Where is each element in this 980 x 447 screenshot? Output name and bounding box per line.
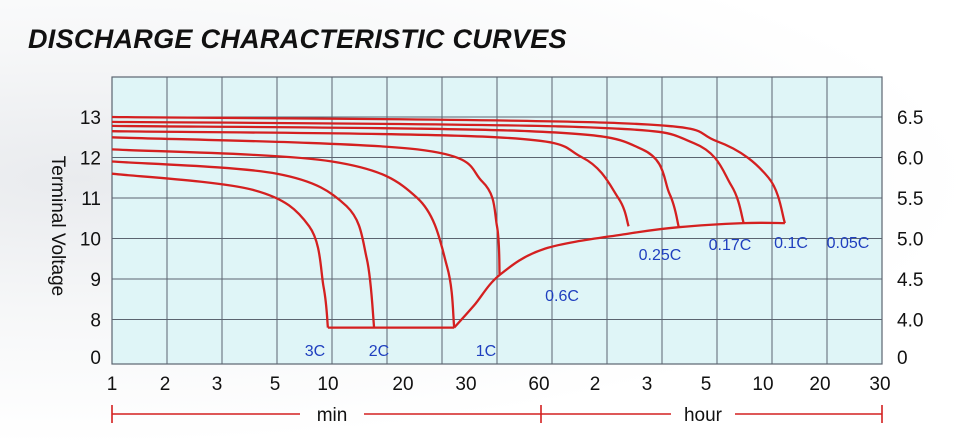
curve-label-0_25C: 0.25C bbox=[639, 247, 682, 264]
x-axis-tick-label: 20 bbox=[392, 374, 413, 395]
left-axis-tick-label: 0 bbox=[90, 348, 101, 369]
discharge-curve-0_05C bbox=[111, 115, 786, 224]
x-axis-tick-label: 5 bbox=[270, 374, 281, 395]
curve-label-0_17C: 0.17C bbox=[709, 237, 752, 254]
x-axis-tick-label: 3 bbox=[212, 374, 223, 395]
x-axis-tick-label: 1 bbox=[107, 374, 118, 395]
time-range-markers: min hour bbox=[111, 405, 883, 426]
discharge-curve-0_25C bbox=[111, 130, 630, 227]
left-axis-tick-label: 8 bbox=[90, 311, 101, 332]
right-axis-tick-label: 0 bbox=[897, 348, 908, 369]
discharge-curves: 3C 2C 1C 0.6C 0.25C 0.17C 0.1C 0.05C bbox=[111, 115, 870, 360]
left-axis-ticks: 0 8 9 10 11 12 13 bbox=[80, 108, 101, 369]
right-axis-tick-label: 5.0 bbox=[897, 230, 923, 251]
chart-title: DISCHARGE CHARACTERISTIC CURVES bbox=[28, 24, 567, 54]
range-label-hour: hour bbox=[684, 405, 723, 426]
grid-lines bbox=[112, 77, 882, 364]
x-axis-tick-label: 30 bbox=[455, 374, 476, 395]
curve-label-0_05C: 0.05C bbox=[827, 235, 870, 252]
left-axis-tick-label: 11 bbox=[81, 189, 101, 210]
left-axis-tick-label: 10 bbox=[80, 230, 101, 251]
x-axis-tick-label: 10 bbox=[317, 374, 338, 395]
x-axis-tick-label: 2 bbox=[590, 374, 601, 395]
curve-label-1C: 1C bbox=[476, 343, 496, 360]
right-axis-ticks: 0 4.0 4.5 5.0 5.5 6.0 6.5 bbox=[897, 108, 923, 369]
right-axis-tick-label: 4.0 bbox=[897, 311, 923, 332]
discharge-curve-2C bbox=[111, 160, 376, 328]
discharge-curve-1C bbox=[111, 148, 456, 328]
right-axis-tick-label: 6.5 bbox=[897, 108, 923, 129]
discharge-curve-0_6C bbox=[111, 136, 501, 276]
discharge-curve-0_1C bbox=[111, 120, 745, 224]
right-axis-tick-label: 6.0 bbox=[897, 149, 923, 170]
x-axis-ticks: 1 2 3 5 10 20 30 60 2 3 5 10 20 30 bbox=[107, 374, 891, 395]
discharge-curve-0_17C bbox=[111, 124, 680, 227]
curve-label-2C: 2C bbox=[369, 343, 389, 360]
discharge-curve-3C bbox=[111, 172, 330, 328]
left-axis-tick-label: 9 bbox=[90, 270, 101, 291]
range-label-min: min bbox=[317, 405, 348, 426]
right-axis-tick-label: 4.5 bbox=[897, 270, 923, 291]
x-axis-tick-label: 3 bbox=[642, 374, 653, 395]
x-axis-tick-label: 30 bbox=[869, 374, 890, 395]
cutoff-voltage-curve bbox=[453, 221, 785, 329]
x-axis-tick-label: 60 bbox=[528, 374, 549, 395]
right-axis-tick-label: 5.5 bbox=[897, 189, 923, 210]
x-axis-tick-label: 10 bbox=[752, 374, 773, 395]
curve-label-0_1C: 0.1C bbox=[774, 235, 808, 252]
x-axis-tick-label: 5 bbox=[701, 374, 712, 395]
left-axis-tick-label: 13 bbox=[80, 108, 101, 129]
x-axis-tick-label: 2 bbox=[160, 374, 171, 395]
curve-label-0_6C: 0.6C bbox=[545, 288, 579, 305]
x-axis-tick-label: 20 bbox=[809, 374, 830, 395]
curve-label-3C: 3C bbox=[305, 343, 325, 360]
left-axis-tick-label: 12 bbox=[80, 149, 101, 170]
